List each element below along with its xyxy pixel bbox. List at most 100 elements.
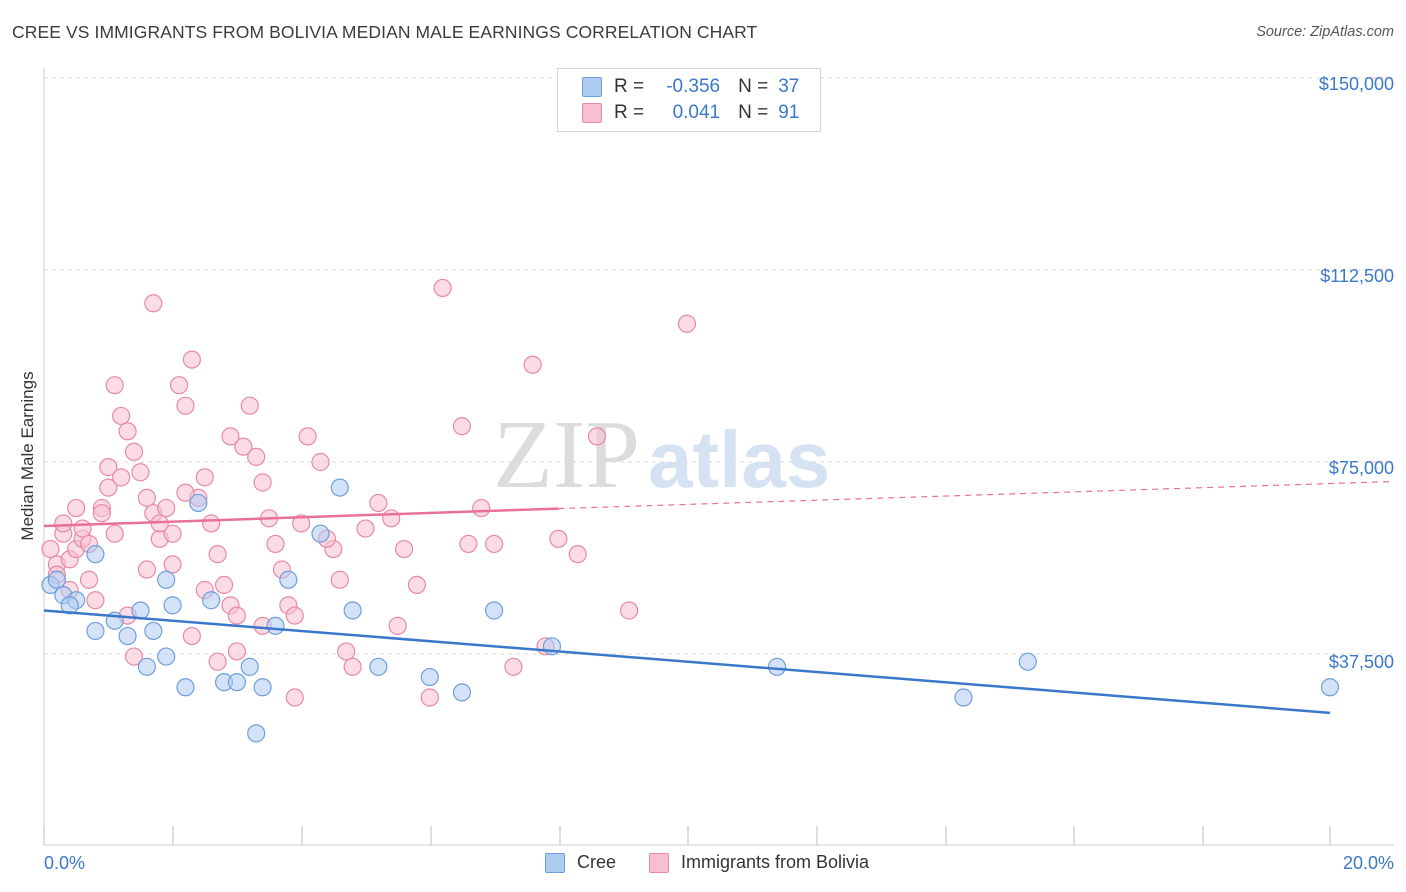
cree-point xyxy=(343,601,362,620)
bolivia-point xyxy=(112,468,131,487)
legend-r-label: R = xyxy=(614,102,645,123)
bolivia-point xyxy=(79,570,99,589)
bolivia-point xyxy=(253,473,272,492)
bottom-legend-swatch-bolivia xyxy=(649,852,669,873)
y-axis-title: Median Male Earnings xyxy=(18,371,37,540)
legend-n-label: N = xyxy=(738,102,769,123)
bolivia-point xyxy=(131,463,150,482)
bolivia-point xyxy=(485,534,504,554)
bolivia-point xyxy=(67,498,86,518)
watermark-zip: ZIP xyxy=(493,401,640,509)
cree-point xyxy=(189,493,208,513)
legend-n-value-cree: 37 xyxy=(778,76,800,97)
bolivia-point xyxy=(169,376,189,395)
bolivia-point xyxy=(124,647,144,666)
y-tick-label: $150,000 xyxy=(1319,74,1394,94)
y-tick-label: $75,000 xyxy=(1329,458,1394,478)
cree-point xyxy=(176,678,195,697)
bolivia-point xyxy=(472,498,491,518)
bolivia-point xyxy=(523,355,542,374)
cree-point xyxy=(60,596,79,615)
bolivia-point xyxy=(227,606,246,625)
bolivia-point xyxy=(504,657,523,676)
bottom-legend-swatch-cree xyxy=(545,852,565,873)
legend-r-label: R = xyxy=(614,76,645,97)
bolivia-point xyxy=(182,350,201,369)
bolivia-point xyxy=(587,427,607,446)
bolivia-point xyxy=(176,396,195,415)
cree-point xyxy=(144,621,163,641)
cree-point xyxy=(227,673,246,692)
bolivia-point xyxy=(356,519,375,538)
bolivia-point xyxy=(144,294,163,313)
bolivia-point xyxy=(266,534,285,554)
bottom-legend-bolivia: Immigrants from Bolivia xyxy=(649,852,869,873)
y-tick-labels: $37,500 $75,000 $112,500 $150,000 xyxy=(1319,74,1394,672)
bolivia-point xyxy=(369,493,388,513)
cree-point xyxy=(137,657,156,676)
bolivia-point xyxy=(285,688,304,707)
bolivia-point xyxy=(112,406,131,426)
bolivia-trend-line xyxy=(43,507,559,528)
cree-point xyxy=(202,591,221,610)
cree-point xyxy=(330,478,349,497)
cree-point xyxy=(247,724,266,743)
bolivia-point xyxy=(311,452,330,472)
cree-point xyxy=(131,601,150,620)
bolivia-point xyxy=(92,504,111,523)
bolivia-point xyxy=(292,514,311,533)
bolivia-point xyxy=(195,468,214,487)
bolivia-point xyxy=(568,545,587,564)
legend-r-value-bolivia: 0.041 xyxy=(672,102,721,123)
bottom-legend-cree: Cree xyxy=(545,852,616,873)
cree-point xyxy=(452,683,472,702)
bolivia-point xyxy=(54,514,73,533)
bolivia-point xyxy=(105,524,124,543)
bolivia-point xyxy=(41,539,60,559)
bolivia-point xyxy=(407,575,427,594)
x-tick-label-max: 20.0% xyxy=(1343,853,1394,873)
bolivia-point xyxy=(137,560,156,579)
bolivia-point xyxy=(105,376,124,395)
bolivia-point xyxy=(99,478,118,497)
legend-swatch-bolivia xyxy=(582,103,602,123)
bolivia-point xyxy=(157,498,176,518)
cree-point xyxy=(767,657,787,676)
stats-legend: R = -0.356 N = 37 R = 0.041 N = 91 xyxy=(557,68,821,132)
bolivia-point xyxy=(394,539,414,559)
bolivia-point xyxy=(420,688,439,707)
legend-swatch-cree xyxy=(582,77,602,97)
trend-lines xyxy=(43,480,1395,715)
bolivia-point xyxy=(677,314,697,333)
bolivia-point xyxy=(549,529,568,548)
cree-point xyxy=(369,657,388,676)
bolivia-point xyxy=(163,555,182,574)
cree-point xyxy=(954,688,973,707)
cree-point xyxy=(163,596,182,615)
bolivia-point xyxy=(118,422,137,441)
cree-trend-line xyxy=(43,609,1331,715)
cree-point xyxy=(1320,678,1340,697)
watermark: ZIP atlas xyxy=(493,401,830,509)
bolivia-point xyxy=(240,396,259,415)
cree-point xyxy=(240,657,259,676)
bolivia-point xyxy=(298,427,317,446)
cree-point xyxy=(1018,652,1037,671)
bolivia-trend-line-projection xyxy=(558,480,1395,510)
cree-point xyxy=(86,545,105,564)
bolivia-point xyxy=(285,606,304,625)
axes xyxy=(43,68,1394,846)
bolivia-point xyxy=(337,642,356,661)
cree-point xyxy=(279,570,298,589)
legend-r-value-cree: -0.356 xyxy=(666,76,721,97)
source-label: Source: ZipAtlas.com xyxy=(1256,24,1394,40)
cree-point xyxy=(420,667,439,687)
bolivia-point xyxy=(330,570,349,589)
cree-point xyxy=(253,678,272,697)
bolivia-point xyxy=(433,278,452,298)
bolivia-point xyxy=(182,626,201,646)
bolivia-point xyxy=(73,519,92,538)
cree-point xyxy=(118,626,137,646)
bolivia-point xyxy=(247,447,266,466)
